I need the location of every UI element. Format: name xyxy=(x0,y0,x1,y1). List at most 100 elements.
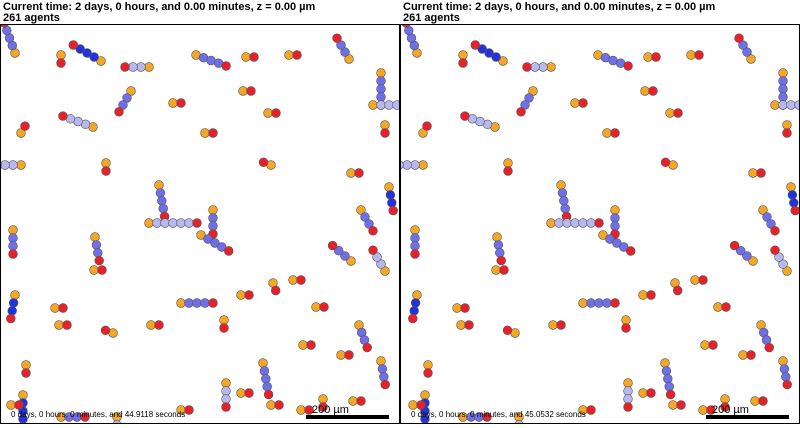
agent-cell xyxy=(6,400,16,410)
elapsed-time-label: 0 days, 0 hours, 0 minutes, and 44.9118 … xyxy=(11,410,186,419)
agent-cell xyxy=(261,374,271,384)
agent-cell xyxy=(664,381,674,392)
agent-cell xyxy=(16,160,26,170)
agent-chain xyxy=(354,320,372,353)
agent-cell xyxy=(244,388,254,398)
agent-cell xyxy=(554,218,564,228)
agent-chain xyxy=(456,320,474,330)
agent-cell xyxy=(122,93,132,103)
agent-cell xyxy=(154,320,164,330)
simulation-viewport xyxy=(0,24,400,424)
agent-cell xyxy=(416,400,426,410)
agent-cell xyxy=(778,100,788,110)
agent-chain xyxy=(670,278,683,296)
agent-cell xyxy=(782,120,792,130)
agent-cell xyxy=(663,374,673,384)
agent-chain xyxy=(6,290,20,324)
agent-cell xyxy=(318,394,328,404)
agent-chain xyxy=(758,205,780,236)
agent-cell xyxy=(244,290,254,300)
agent-cell xyxy=(368,100,378,110)
agent-cell xyxy=(356,396,366,406)
agent-cell xyxy=(460,303,470,313)
agent-cell xyxy=(364,219,374,229)
agent-cell xyxy=(524,93,534,103)
agent-cell xyxy=(327,240,338,251)
agent-cell xyxy=(665,389,676,400)
agent-cell xyxy=(274,400,284,410)
agent-cell xyxy=(50,303,60,313)
agent-chain xyxy=(196,230,234,256)
agent-cell xyxy=(236,290,246,300)
agent-cell xyxy=(786,100,796,110)
agent-cell xyxy=(334,246,344,256)
agent-cell xyxy=(262,381,272,392)
agent-field xyxy=(401,25,799,423)
agent-cell xyxy=(758,396,768,406)
agent-cell xyxy=(196,230,206,240)
agent-cell xyxy=(377,364,388,374)
agent-cell xyxy=(456,320,466,330)
agent-chain xyxy=(200,128,218,138)
agent-cell xyxy=(548,320,558,330)
agent-cell xyxy=(661,366,672,376)
agent-chain xyxy=(68,40,106,66)
agent-chain xyxy=(514,412,524,423)
agent-chain xyxy=(491,265,509,275)
agent-chain xyxy=(470,40,508,66)
agent-cell xyxy=(782,266,792,276)
agent-cell xyxy=(8,249,18,259)
agent-cell xyxy=(748,256,758,266)
agent-chain xyxy=(502,325,520,338)
agent-cell xyxy=(528,86,538,96)
agent-chain xyxy=(168,98,186,108)
agent-cell xyxy=(491,52,501,62)
agent-cell xyxy=(499,265,509,275)
agent-cell xyxy=(75,44,85,54)
agent-cell xyxy=(21,360,31,370)
agent-cell xyxy=(354,168,364,178)
agent-cell xyxy=(221,386,231,396)
agent-cell xyxy=(258,358,268,368)
agent-cell xyxy=(781,372,791,382)
agent-cell xyxy=(192,218,202,228)
agent-cell xyxy=(376,84,386,94)
agent-chain xyxy=(570,98,588,108)
agent-cell xyxy=(376,68,386,78)
agent-chain xyxy=(154,180,170,222)
agent-chain xyxy=(268,278,281,296)
agent-cell xyxy=(408,313,418,324)
agent-cell xyxy=(168,218,178,228)
simulation-panel-right: Current time: 2 days, 0 hours, and 0.00 … xyxy=(400,0,800,428)
agent-cell xyxy=(621,323,631,333)
agent-cell xyxy=(360,212,370,222)
agent-cell xyxy=(80,412,90,422)
agent-cell xyxy=(192,298,202,308)
agent-cell xyxy=(208,128,218,138)
agent-cell xyxy=(288,275,298,285)
agent-cell xyxy=(626,246,636,256)
agent-chain xyxy=(734,33,756,64)
agent-cell xyxy=(176,298,186,308)
agent-chain xyxy=(208,205,218,239)
agent-chain xyxy=(423,360,433,378)
agent-cell xyxy=(418,128,428,138)
agent-cell xyxy=(790,205,799,216)
agent-chain xyxy=(368,100,399,110)
agent-cell xyxy=(91,240,102,250)
agent-cell xyxy=(1,160,10,170)
agent-cell xyxy=(570,98,580,108)
agent-cell xyxy=(356,205,366,215)
agent-cell xyxy=(578,218,588,228)
agent-cell xyxy=(112,420,122,423)
agent-cell xyxy=(89,265,99,275)
agent-chain xyxy=(668,400,686,410)
agent-cell xyxy=(380,120,390,130)
agent-cell xyxy=(284,50,294,60)
agent-chain xyxy=(700,340,718,350)
agent-chain xyxy=(1,25,20,58)
agent-cell xyxy=(586,405,596,415)
agent-chain xyxy=(452,303,470,313)
agent-cell xyxy=(120,62,130,72)
agent-cell xyxy=(93,248,103,258)
